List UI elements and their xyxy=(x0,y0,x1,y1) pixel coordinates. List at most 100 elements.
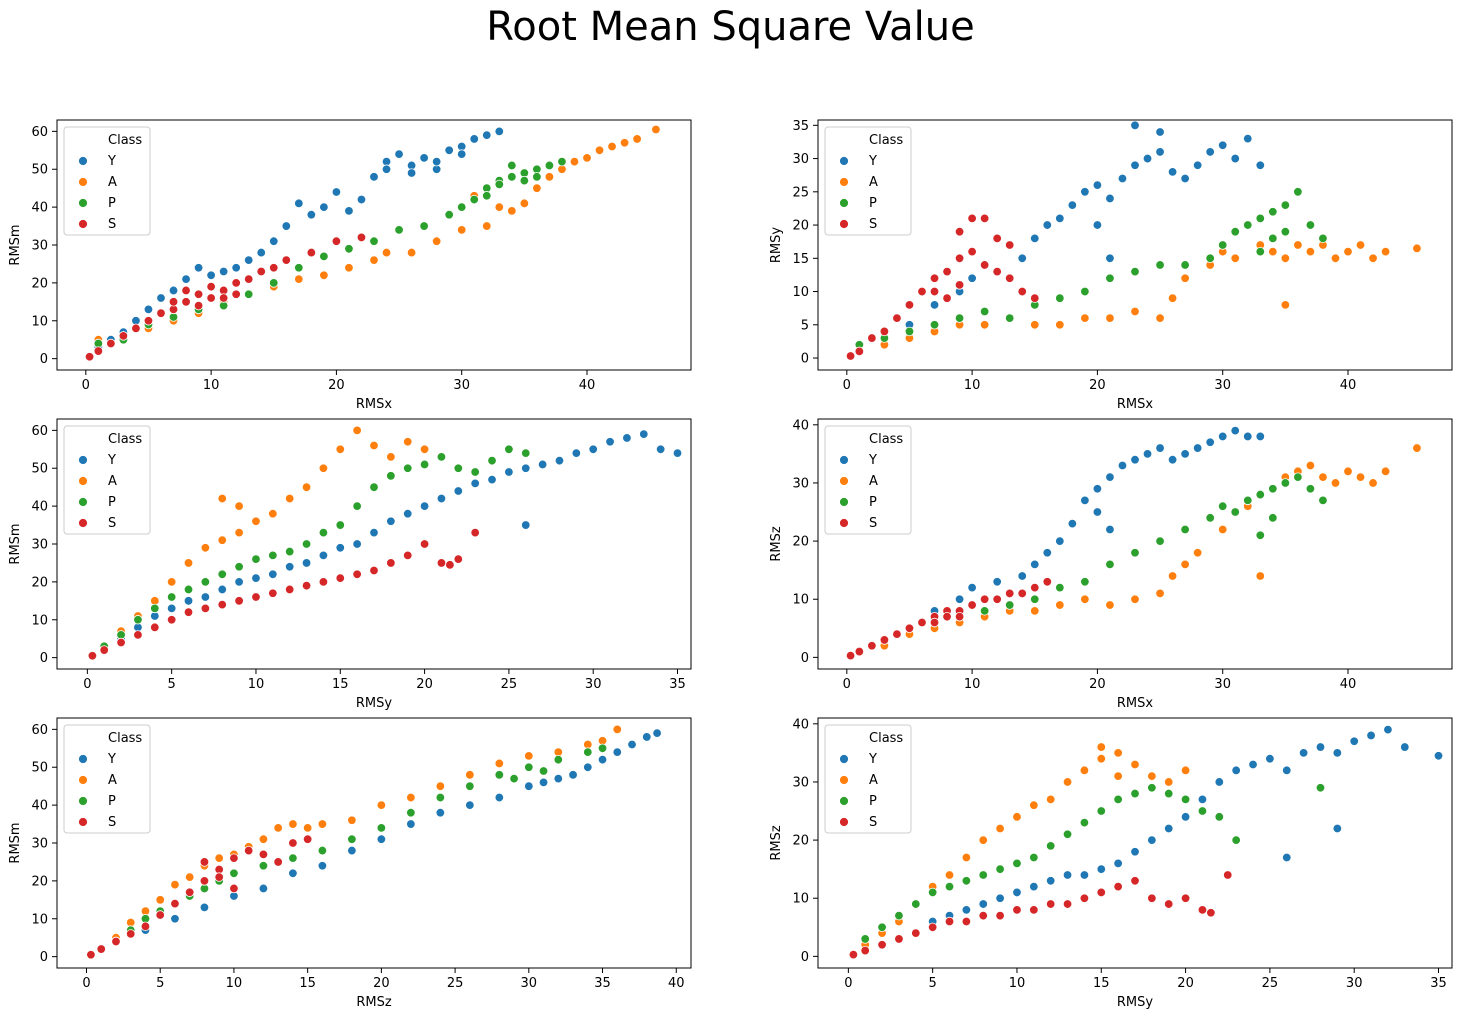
legend-label-A: A xyxy=(108,175,117,190)
data-point-S xyxy=(845,650,856,661)
data-point-Y xyxy=(281,221,291,231)
data-point-S xyxy=(954,280,965,290)
data-point-Y xyxy=(1155,147,1165,157)
data-point-S xyxy=(1005,588,1015,599)
data-point-P xyxy=(1079,817,1090,828)
data-point-A xyxy=(569,156,580,167)
data-point-P xyxy=(504,444,514,455)
data-point-Y xyxy=(344,206,354,216)
data-point-Y xyxy=(1383,724,1393,735)
data-point-Y xyxy=(1092,507,1103,517)
data-point-Y xyxy=(1265,753,1275,764)
legend-marker-P xyxy=(78,497,88,507)
data-point-A xyxy=(1230,253,1240,263)
data-point-A xyxy=(1412,243,1422,254)
data-point-Y xyxy=(521,463,531,473)
data-point-P xyxy=(317,845,328,856)
data-point-A xyxy=(431,236,442,246)
data-point-P xyxy=(597,743,608,754)
data-point-S xyxy=(193,300,204,311)
data-point-S xyxy=(356,232,367,243)
x-tick-label: 20 xyxy=(1089,677,1106,692)
legend-marker-S xyxy=(78,219,88,229)
data-point-P xyxy=(1164,788,1174,799)
y-axis-label: RMSz xyxy=(769,526,784,562)
data-point-S xyxy=(942,266,952,277)
data-point-P xyxy=(1080,286,1090,297)
data-point-S xyxy=(318,577,329,587)
data-point-S xyxy=(942,611,952,622)
data-point-A xyxy=(524,751,534,761)
legend-marker-A xyxy=(78,775,88,785)
legend-label-A: A xyxy=(869,773,878,788)
data-point-A xyxy=(494,758,505,769)
y-tick-label: 10 xyxy=(792,593,809,608)
data-point-Y xyxy=(1042,220,1052,230)
data-point-S xyxy=(954,253,965,263)
data-point-P xyxy=(444,209,454,220)
data-point-A xyxy=(406,792,416,803)
y-tick-label: 60 xyxy=(31,125,48,140)
data-point-P xyxy=(911,899,921,909)
data-point-Y xyxy=(318,550,329,561)
legend-title: Class xyxy=(869,133,903,148)
legend-label-P: P xyxy=(108,196,116,211)
data-point-Y xyxy=(1164,823,1174,834)
data-point-Y xyxy=(406,168,417,178)
data-point-P xyxy=(150,603,160,614)
data-point-P xyxy=(1012,858,1022,869)
data-point-A xyxy=(1096,742,1106,752)
data-point-Y xyxy=(537,459,548,470)
data-point-A xyxy=(258,834,269,844)
data-point-P xyxy=(1055,293,1065,303)
data-point-Y xyxy=(1332,748,1343,758)
data-point-Y xyxy=(1349,736,1359,746)
y-tick-label: 10 xyxy=(792,285,809,300)
data-point-A xyxy=(1080,594,1090,604)
data-point-S xyxy=(1030,582,1040,593)
x-tick-label: 25 xyxy=(501,677,518,692)
legend-box xyxy=(63,425,151,535)
data-point-A xyxy=(352,425,362,436)
data-point-Y xyxy=(1167,454,1178,465)
data-point-P xyxy=(1268,513,1278,523)
data-point-Y xyxy=(1055,536,1065,546)
data-point-Y xyxy=(1315,742,1326,752)
data-point-Y xyxy=(1282,765,1292,776)
data-point-S xyxy=(258,849,269,860)
data-point-S xyxy=(200,603,211,614)
data-point-P xyxy=(1155,536,1165,546)
data-point-Y xyxy=(1243,431,1253,442)
data-point-A xyxy=(1062,777,1073,787)
legend-marker-P xyxy=(839,796,849,806)
y-tick-label: 35 xyxy=(792,119,809,134)
data-point-A xyxy=(1130,594,1140,604)
data-point-S xyxy=(1206,908,1216,918)
y-tick-label: 20 xyxy=(792,535,809,550)
legend-marker-A xyxy=(78,476,88,486)
data-point-P xyxy=(1280,478,1291,488)
y-tick-label: 0 xyxy=(801,950,809,965)
data-point-S xyxy=(306,247,317,258)
data-point-A xyxy=(1055,600,1065,610)
data-point-S xyxy=(979,260,990,270)
legend-label-P: P xyxy=(869,495,877,510)
data-point-S xyxy=(967,600,977,610)
data-point-Y xyxy=(352,539,362,549)
data-point-P xyxy=(268,550,278,561)
data-point-Y xyxy=(193,263,204,273)
data-point-Y xyxy=(386,516,396,526)
data-point-S xyxy=(904,623,915,634)
data-point-P xyxy=(1268,484,1278,494)
data-point-S xyxy=(96,944,106,954)
data-point-P xyxy=(1305,484,1316,494)
legend-label-Y: Y xyxy=(868,453,877,468)
legend-box xyxy=(824,425,912,535)
data-point-Y xyxy=(1255,160,1265,170)
data-point-A xyxy=(234,501,244,511)
data-point-Y xyxy=(1130,120,1140,131)
